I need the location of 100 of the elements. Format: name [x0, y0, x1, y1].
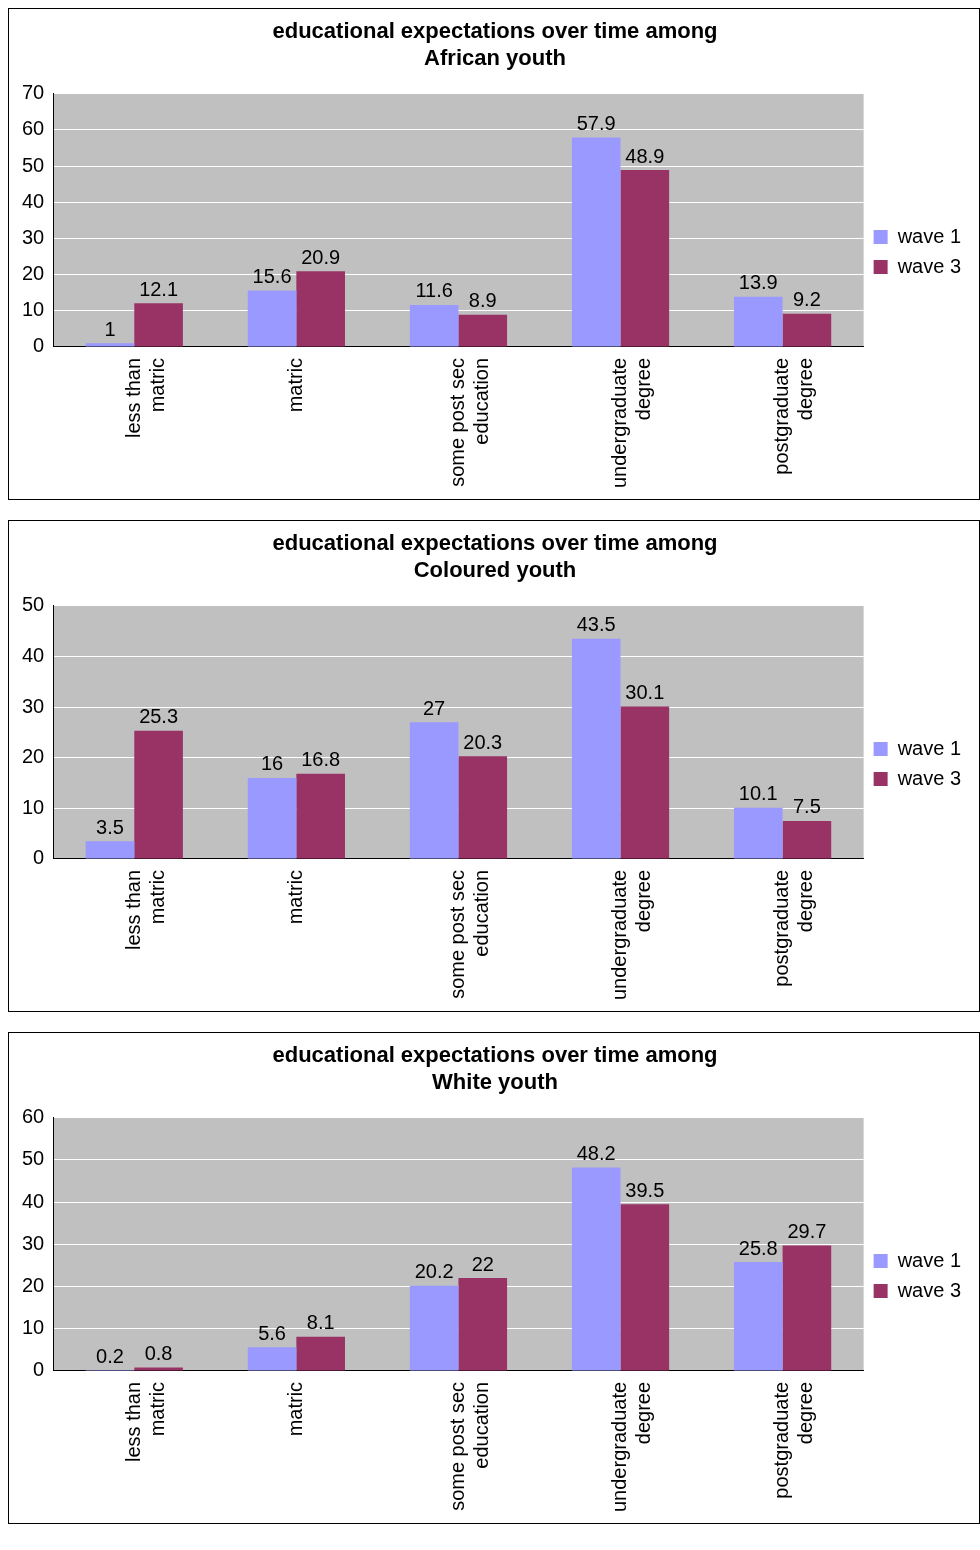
chart-title: educational expectations over time among African youth	[272, 18, 718, 70]
bar	[409, 722, 459, 859]
bar	[733, 1262, 783, 1371]
data-label: 3.5	[96, 815, 124, 838]
data-label: 20.3	[463, 730, 503, 753]
data-label: 11.6	[415, 279, 453, 302]
bar	[247, 290, 297, 347]
y-tick-label: 0	[33, 334, 45, 357]
bar	[296, 271, 345, 347]
legend-label: wave 3	[896, 1278, 962, 1301]
bar	[782, 1245, 832, 1371]
bar	[458, 756, 508, 859]
data-label: 29.7	[787, 1220, 827, 1243]
data-label: 8.1	[306, 1311, 335, 1334]
data-label: 10.1	[738, 782, 778, 805]
legend-label: wave 3	[896, 254, 962, 277]
data-label: 7.5	[793, 795, 821, 818]
bar	[620, 1204, 670, 1371]
bar	[782, 820, 832, 859]
data-label: 9.2	[793, 288, 821, 311]
legend-label: wave 3	[896, 766, 962, 789]
bar	[247, 777, 297, 859]
data-label: 27	[423, 696, 446, 719]
bar	[134, 303, 183, 347]
bar	[571, 638, 621, 859]
y-tick-label: 60	[22, 1105, 45, 1128]
x-tick-label: less than matric	[121, 869, 168, 950]
x-tick-label: undergraduate degree	[608, 357, 655, 488]
y-tick-label: 50	[22, 1147, 45, 1170]
data-label: 12.1	[139, 277, 179, 300]
bar	[409, 304, 459, 347]
data-label: 30.1	[625, 681, 665, 704]
y-tick-label: 20	[22, 262, 45, 285]
data-label: 48.9	[625, 144, 665, 167]
bar	[247, 1347, 297, 1371]
x-tick-label: some post sec education	[445, 1381, 492, 1511]
x-tick-label: some post sec education	[445, 869, 492, 999]
x-tick-label: less than matric	[121, 1381, 168, 1462]
x-tick-label: postgraduate degree	[770, 357, 817, 475]
x-tick-label: undergraduate degree	[608, 869, 655, 1000]
chart-title: educational expectations over time among White youth	[272, 1042, 718, 1094]
x-tick-label: matric	[283, 357, 306, 413]
x-tick-label: postgraduate degree	[770, 1381, 817, 1499]
bar	[571, 1167, 621, 1371]
x-tick-label: matric	[283, 869, 306, 925]
bar	[134, 730, 183, 859]
x-tick-label: matric	[283, 1381, 306, 1437]
data-label: 48.2	[576, 1142, 616, 1165]
bar	[733, 296, 783, 347]
data-label: 22	[471, 1252, 494, 1275]
bar	[85, 841, 135, 859]
bar	[733, 807, 783, 859]
bar	[296, 1336, 345, 1371]
y-tick-label: 0	[33, 846, 45, 869]
bar	[620, 170, 670, 347]
x-tick-label: postgraduate degree	[770, 869, 817, 987]
y-tick-label: 20	[22, 1274, 45, 1297]
y-tick-label: 20	[22, 745, 45, 768]
legend-label: wave 1	[896, 736, 962, 759]
data-label: 39.5	[625, 1178, 665, 1201]
bar	[571, 137, 621, 347]
bar	[458, 1278, 508, 1371]
data-label: 5.6	[258, 1321, 286, 1344]
chart-title: educational expectations over time among Coloured youth	[272, 530, 718, 582]
data-label: 1	[104, 317, 116, 340]
x-tick-label: some post sec education	[445, 357, 492, 487]
y-tick-label: 10	[22, 1316, 45, 1339]
y-tick-label: 50	[22, 153, 45, 176]
y-tick-label: 60	[22, 117, 45, 140]
y-tick-label: 10	[22, 795, 45, 818]
data-label: 57.9	[576, 112, 616, 135]
bar	[409, 1285, 459, 1371]
data-label: 13.9	[738, 271, 778, 294]
data-label: 16.8	[301, 748, 341, 771]
x-tick-label: less than matric	[121, 357, 168, 438]
y-tick-label: 30	[22, 1231, 45, 1254]
y-tick-label: 50	[22, 593, 45, 616]
y-tick-label: 40	[22, 1189, 45, 1212]
y-tick-label: 0	[33, 1358, 45, 1381]
data-label: 20.2	[414, 1260, 454, 1283]
bar	[782, 313, 832, 347]
data-label: 0.8	[144, 1342, 173, 1365]
y-tick-label: 10	[22, 298, 45, 321]
bar	[620, 706, 670, 859]
bar	[296, 773, 345, 859]
legend-label: wave 1	[896, 1248, 962, 1271]
data-label: 8.9	[468, 289, 497, 312]
y-tick-label: 70	[22, 81, 45, 104]
data-label: 25.8	[738, 1236, 778, 1259]
data-label: 15.6	[252, 265, 292, 287]
bar	[458, 314, 508, 347]
data-label: 0.2	[96, 1344, 124, 1367]
y-tick-label: 30	[22, 225, 45, 248]
data-label: 25.3	[139, 705, 179, 728]
data-label: 20.9	[301, 245, 341, 268]
legend-label: wave 1	[896, 224, 962, 247]
y-tick-label: 30	[22, 694, 45, 717]
x-tick-label: undergraduate degree	[608, 1381, 655, 1512]
bar	[85, 343, 135, 347]
data-label: 16	[260, 752, 284, 775]
